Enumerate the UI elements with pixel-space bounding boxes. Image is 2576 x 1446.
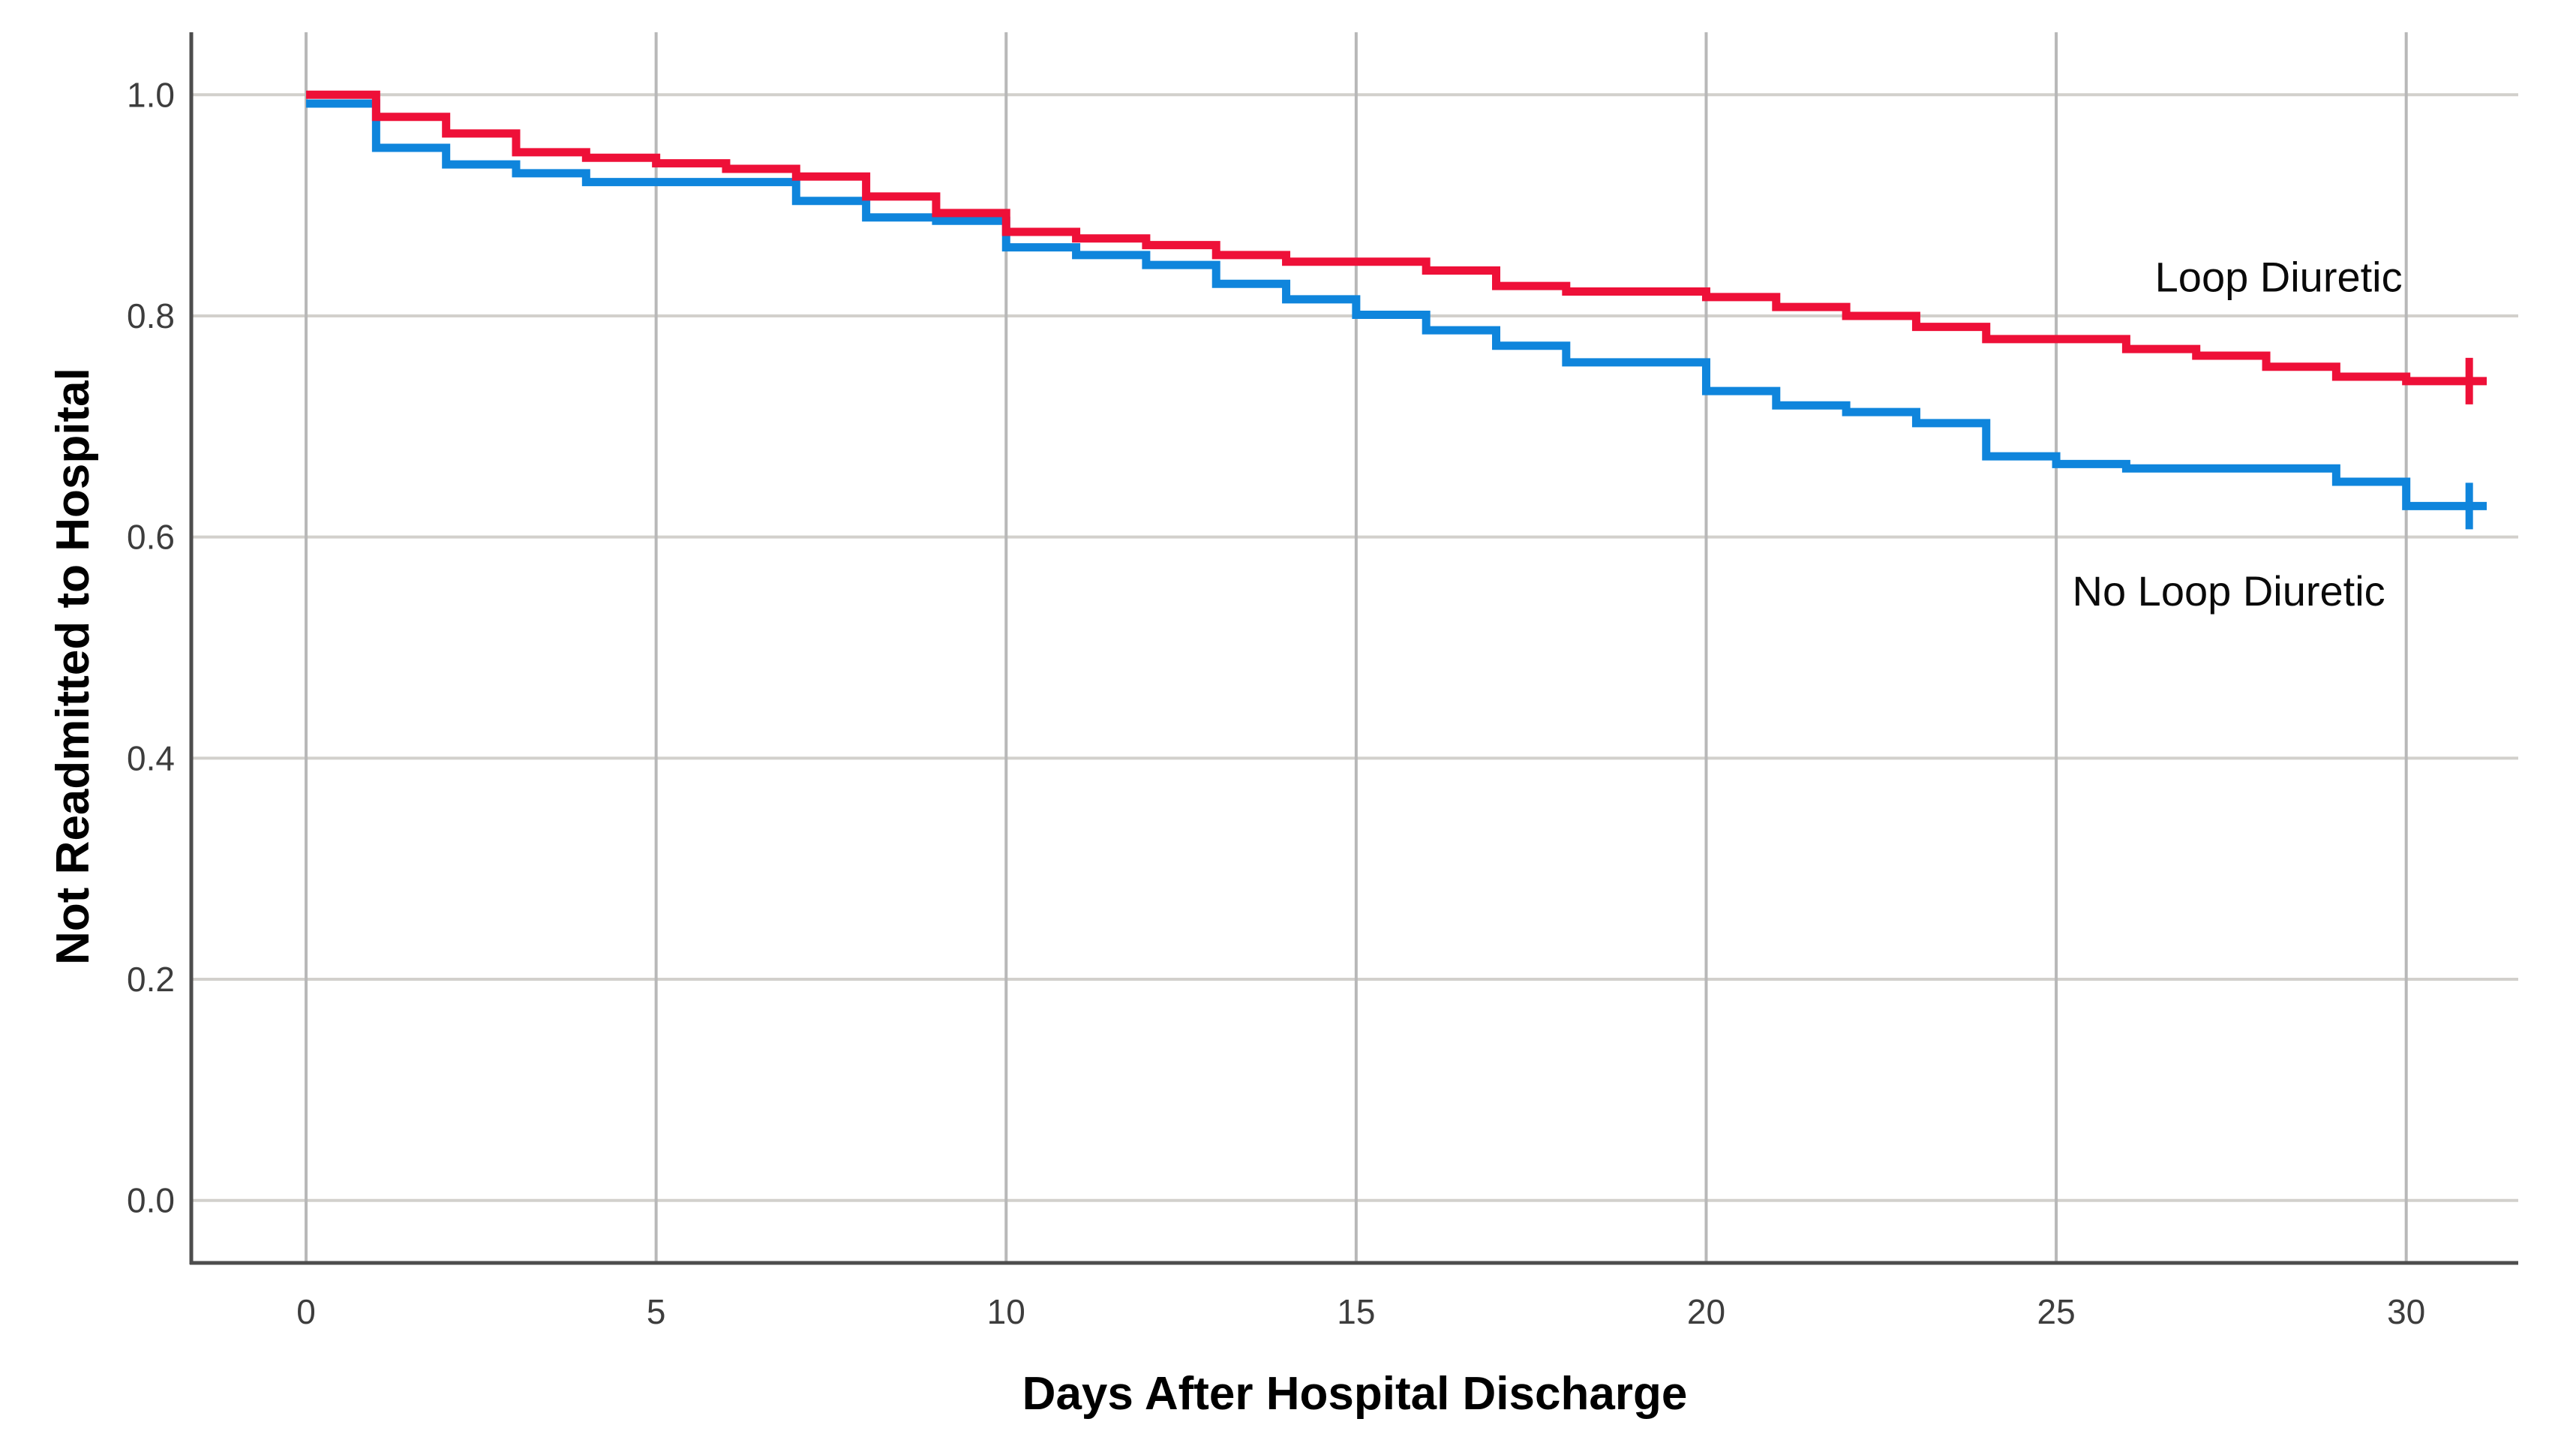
x-tick-label: 25	[2037, 1292, 2075, 1331]
x-tick-label: 15	[1337, 1292, 1375, 1331]
y-tick-label: 0.0	[127, 1181, 175, 1220]
gridlines	[191, 32, 2518, 1263]
y-axis-tick-labels: 0.0 0.2 0.4 0.6 0.8 1.0	[127, 75, 175, 1219]
x-tick-label: 0	[296, 1292, 316, 1331]
curve-label-loop-diuretic: Loop Diuretic	[2155, 254, 2403, 301]
survival-curves	[306, 90, 2487, 510]
y-tick-label: 1.0	[127, 75, 175, 114]
x-axis-tick-labels: 0 5 10 15 20 25 30	[296, 1292, 2425, 1331]
curve-label-no-loop-diuretic: No Loop Diuretic	[2073, 567, 2385, 615]
y-tick-label: 0.4	[127, 738, 175, 777]
y-tick-label: 0.6	[127, 518, 175, 557]
x-tick-label: 5	[647, 1292, 666, 1331]
loop-diuretic-curve	[306, 90, 2487, 386]
x-axis-title: Days After Hospital Discharge	[1022, 1368, 1688, 1420]
x-tick-label: 30	[2387, 1292, 2425, 1331]
no-loop-diuretic-curve	[306, 99, 2487, 510]
x-tick-label: 20	[1687, 1292, 1725, 1331]
y-axis-title: Not Readmitted to Hospital	[47, 368, 99, 965]
y-tick-label: 0.2	[127, 960, 175, 999]
axis-spines	[189, 32, 2518, 1265]
y-tick-label: 0.8	[127, 296, 175, 335]
curve-labels: Loop Diuretic No Loop Diuretic	[2073, 254, 2403, 615]
x-tick-label: 10	[987, 1292, 1025, 1331]
